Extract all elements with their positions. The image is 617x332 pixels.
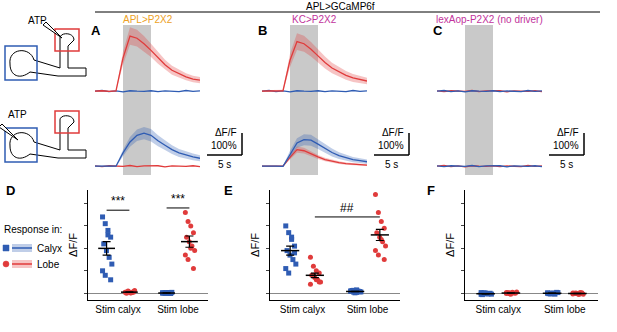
svg-text:APL>GCaMP6f: APL>GCaMP6f (306, 1, 375, 12)
svg-text:KC>P2X2: KC>P2X2 (292, 14, 337, 25)
svg-text:ΔF/F: ΔF/F (249, 233, 261, 257)
svg-text:Stim calyx: Stim calyx (280, 304, 326, 315)
svg-text:Stim calyx: Stim calyx (95, 304, 141, 315)
svg-text:5 s: 5 s (385, 159, 398, 170)
svg-text:ΔF/F100%: ΔF/F100% (211, 127, 237, 151)
svg-text:APL>P2X2: APL>P2X2 (123, 14, 173, 25)
svg-text:##: ## (340, 201, 354, 215)
svg-text:D: D (6, 183, 15, 198)
svg-text:A: A (91, 23, 101, 38)
svg-text:ΔF/F: ΔF/F (444, 233, 456, 257)
svg-text:E: E (224, 183, 233, 198)
svg-text:Stim lobe: Stim lobe (157, 304, 199, 315)
svg-text:ΔF/F100%: ΔF/F100% (553, 127, 579, 151)
svg-text:Lobe: Lobe (37, 259, 60, 270)
svg-text:C: C (433, 23, 443, 38)
svg-text:Stim lobe: Stim lobe (544, 304, 586, 315)
svg-text:ATP: ATP (8, 109, 27, 120)
svg-text:***: *** (111, 194, 125, 208)
svg-text:Stim lobe: Stim lobe (347, 304, 389, 315)
svg-text:ΔF/F: ΔF/F (67, 233, 79, 257)
svg-text:ΔF/F100%: ΔF/F100% (378, 127, 404, 151)
svg-text:***: *** (171, 192, 185, 206)
svg-text:Response in:: Response in: (4, 224, 62, 235)
svg-text:B: B (258, 23, 267, 38)
svg-text:5 s: 5 s (218, 159, 231, 170)
svg-text:5 s: 5 s (560, 159, 573, 170)
svg-text:ATP: ATP (28, 15, 47, 26)
svg-text:lexAop-P2X2 (no driver): lexAop-P2X2 (no driver) (436, 14, 543, 25)
svg-text:Stim calyx: Stim calyx (475, 304, 521, 315)
svg-text:F: F (427, 183, 435, 198)
svg-text:Calyx: Calyx (37, 243, 62, 254)
